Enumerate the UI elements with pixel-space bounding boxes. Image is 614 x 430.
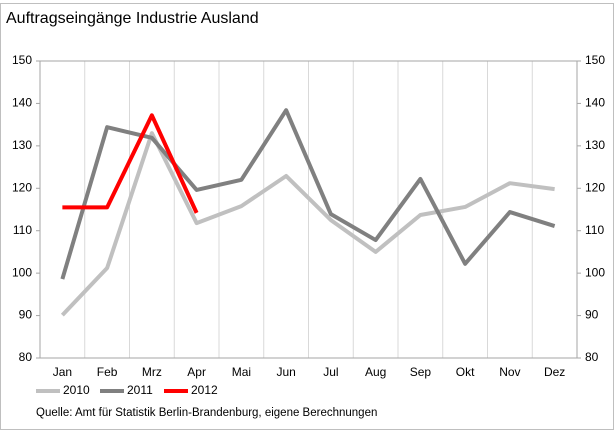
y-tick-label: 90: [19, 308, 33, 322]
source-note: Quelle: Amt für Statistik Berlin-Branden…: [36, 407, 377, 419]
y-tick-label-right: 100: [585, 265, 605, 279]
x-tick-label: Sep: [410, 365, 432, 379]
x-tick-label: Apr: [187, 365, 206, 379]
y-tick-label: 150: [12, 53, 32, 67]
x-tick-label: Aug: [365, 365, 386, 379]
x-tick-label: Mrz: [142, 365, 162, 379]
x-tick-label: Jul: [323, 365, 338, 379]
series-line: [62, 113, 199, 214]
x-tick-label: Feb: [97, 365, 118, 379]
y-tick-label-right: 130: [585, 138, 605, 152]
y-tick-label: 110: [13, 223, 32, 237]
x-tick-label: Nov: [499, 365, 520, 379]
y-tick-label-right: 150: [585, 53, 605, 67]
y-tick-label-right: 110: [585, 223, 604, 237]
legend-label: 2011: [127, 383, 153, 397]
x-tick-label: Dez: [544, 365, 565, 379]
plot-border: [39, 60, 578, 359]
x-tick-label: Okt: [456, 365, 475, 379]
series-line: [60, 131, 555, 317]
y-tick-label: 120: [12, 180, 32, 194]
y-tick-label-right: 140: [585, 96, 605, 110]
y-tick-label: 140: [12, 96, 32, 110]
y-tick-label-right: 120: [585, 180, 605, 194]
y-tick-label: 130: [12, 138, 32, 152]
y-tick-label-right: 90: [585, 308, 599, 322]
x-tick-label: Jan: [53, 365, 72, 379]
x-tick-label: Mai: [232, 365, 251, 379]
chart-title: Auftragseingänge Industrie Ausland: [6, 10, 259, 27]
y-tick-label-right: 80: [585, 350, 599, 364]
legend-label: 2012: [191, 383, 218, 397]
series-line: [60, 108, 556, 280]
y-tick-label: 100: [12, 265, 32, 279]
legend-label: 2010: [63, 383, 90, 397]
y-tick-label: 80: [19, 350, 33, 364]
x-tick-label: Jun: [276, 365, 295, 379]
